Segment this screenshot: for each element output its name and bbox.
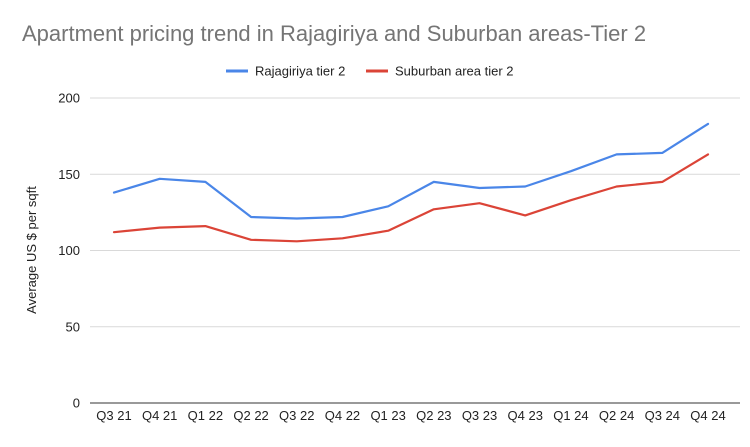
y-axis-label: Average US $ per sqft (24, 186, 39, 314)
y-axis-ticks: 0 50 100 150 200 (58, 91, 80, 411)
legend-label-rajagiriya: Rajagiriya tier 2 (255, 64, 345, 79)
x-tick-label: Q1 22 (188, 408, 223, 423)
x-tick-label: Q2 23 (416, 408, 451, 423)
y-tick-label: 100 (58, 243, 80, 258)
x-tick-label: Q3 22 (279, 408, 314, 423)
x-axis-ticks: Q3 21 Q4 21 Q1 22 Q2 22 Q3 22 Q4 22 Q1 23 Q2 23… (96, 408, 725, 423)
x-tick-label: Q2 24 (599, 408, 634, 423)
y-tick-label: 150 (58, 167, 80, 182)
x-tick-label: Q1 23 (370, 408, 405, 423)
chart-title: Apartment pricing trend in Rajagiriya an… (22, 21, 646, 46)
x-tick-label: Q4 22 (325, 408, 360, 423)
y-tick-label: 50 (66, 319, 80, 334)
y-tick-label: 0 (73, 396, 80, 411)
x-tick-label: Q3 23 (462, 408, 497, 423)
x-tick-label: Q4 24 (690, 408, 725, 423)
series-lines (112, 122, 710, 243)
legend-label-suburban: Suburban area tier 2 (395, 64, 514, 79)
x-tick-label: Q4 21 (142, 408, 177, 423)
x-tick-label: Q4 23 (508, 408, 543, 423)
legend: Rajagiriya tier 2 Suburban area tier 2 (226, 64, 514, 79)
y-tick-label: 200 (58, 91, 80, 106)
x-tick-label: Q1 24 (553, 408, 588, 423)
series-line-0 (112, 122, 710, 220)
series-line-1 (112, 153, 710, 243)
x-tick-label: Q3 24 (645, 408, 680, 423)
x-tick-label: Q2 22 (233, 408, 268, 423)
x-tick-label: Q3 21 (96, 408, 131, 423)
gridlines (90, 97, 740, 404)
